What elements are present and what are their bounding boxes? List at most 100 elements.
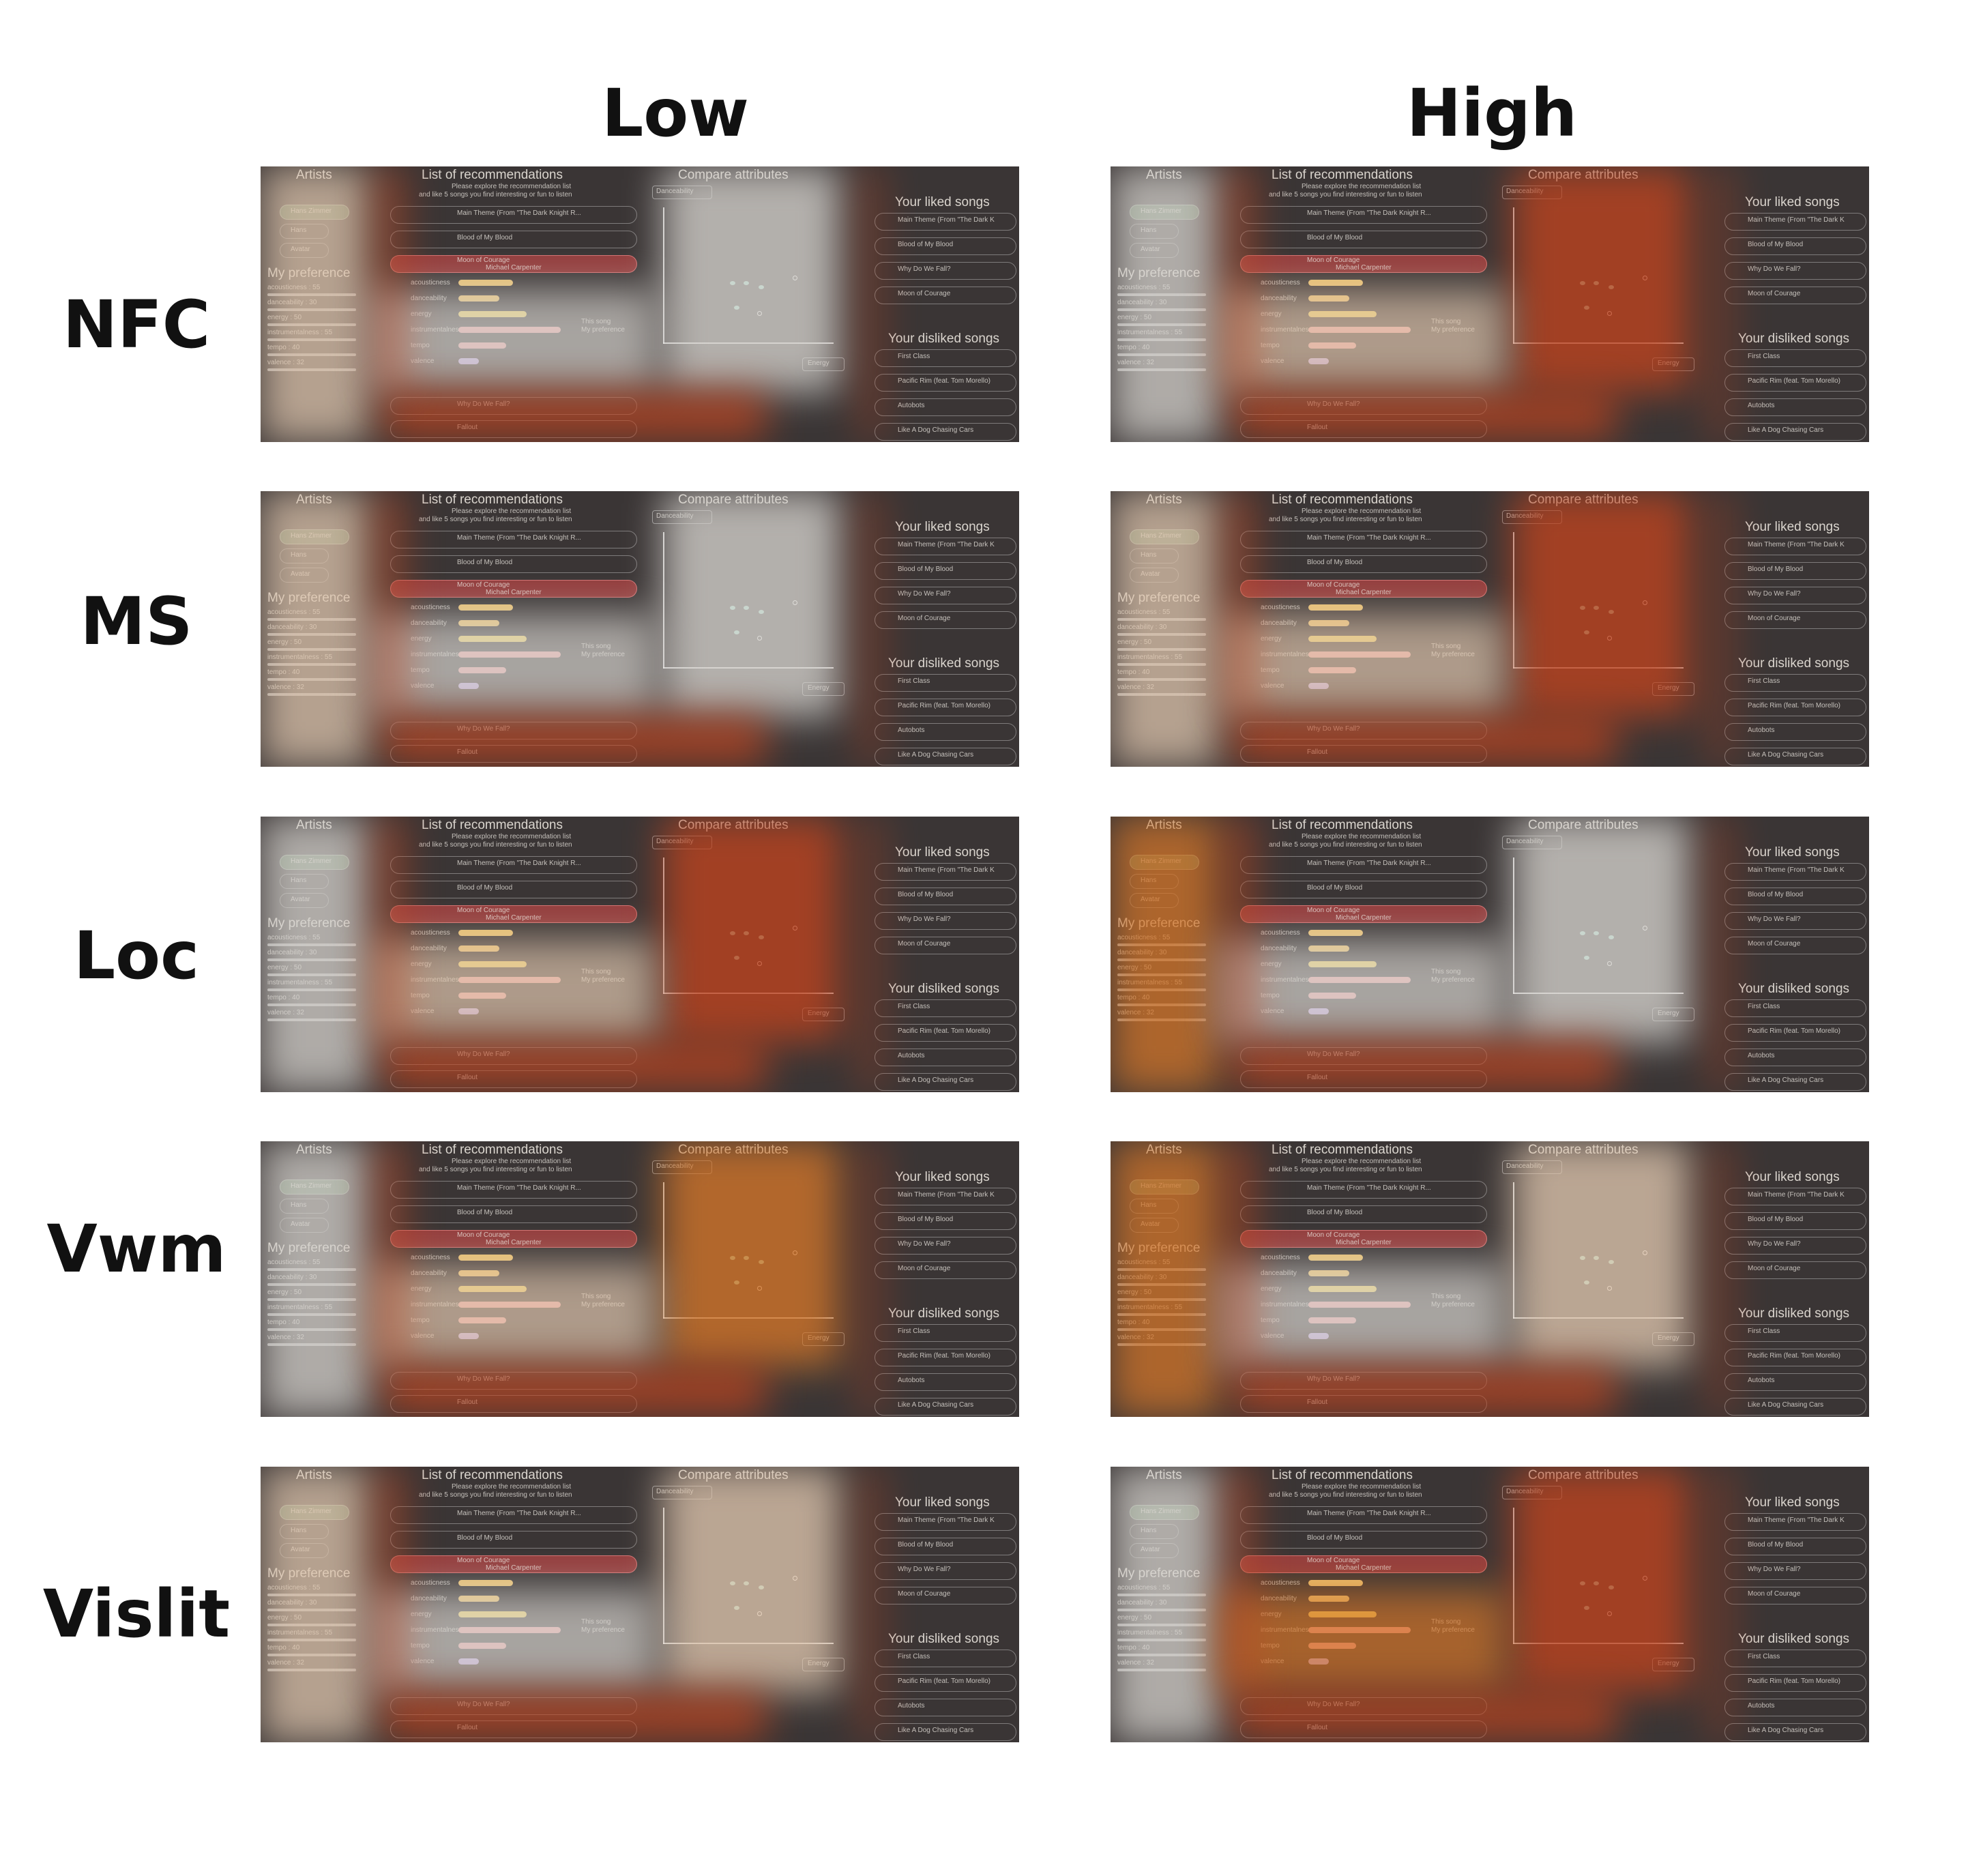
disliked-song[interactable] [1724, 349, 1866, 367]
pref-slider[interactable] [267, 1328, 356, 1331]
recommendation-item[interactable] [390, 397, 637, 415]
disliked-song[interactable] [875, 1699, 1016, 1716]
disliked-song[interactable] [875, 423, 1016, 441]
recommendation-item[interactable] [390, 745, 637, 763]
pref-slider[interactable] [1117, 1268, 1206, 1271]
disliked-song[interactable] [1724, 723, 1866, 741]
recommendation-item[interactable] [1240, 1047, 1487, 1065]
recommendation-item[interactable] [390, 1531, 637, 1549]
pref-slider[interactable] [267, 973, 356, 976]
recommendation-item[interactable] [1240, 1205, 1487, 1223]
pref-slider[interactable] [1117, 368, 1206, 371]
pref-slider[interactable] [1117, 1343, 1206, 1346]
recommendation-item[interactable] [390, 1070, 637, 1088]
liked-song[interactable] [875, 538, 1016, 555]
pref-slider[interactable] [1117, 958, 1206, 961]
pref-slider[interactable] [1117, 678, 1206, 681]
pref-slider[interactable] [1117, 1283, 1206, 1286]
liked-song[interactable] [875, 1237, 1016, 1255]
liked-song[interactable] [875, 237, 1016, 255]
liked-song[interactable] [1724, 863, 1866, 881]
disliked-song[interactable] [1724, 699, 1866, 716]
pref-slider[interactable] [1117, 1003, 1206, 1006]
disliked-song[interactable] [875, 1349, 1016, 1366]
pref-slider[interactable] [1117, 1624, 1206, 1626]
pref-slider[interactable] [267, 368, 356, 371]
pref-slider[interactable] [267, 648, 356, 651]
recommendation-item[interactable] [390, 1205, 637, 1223]
disliked-song[interactable] [1724, 398, 1866, 416]
pref-slider[interactable] [1117, 1328, 1206, 1331]
disliked-song[interactable] [1724, 674, 1866, 692]
recommendation-item[interactable] [390, 722, 637, 739]
pref-slider[interactable] [267, 678, 356, 681]
recommendation-item-active[interactable] [1240, 905, 1487, 923]
recommendation-item[interactable] [1240, 1372, 1487, 1390]
pref-slider[interactable] [267, 1003, 356, 1006]
disliked-song[interactable] [875, 723, 1016, 741]
disliked-song[interactable] [1724, 374, 1866, 392]
pref-slider[interactable] [1117, 308, 1206, 311]
liked-song[interactable] [875, 912, 1016, 930]
liked-song[interactable] [1724, 937, 1866, 954]
disliked-song[interactable] [875, 1650, 1016, 1667]
liked-song[interactable] [1724, 237, 1866, 255]
pref-slider[interactable] [267, 308, 356, 311]
pref-slider[interactable] [267, 1594, 356, 1596]
recommendation-item[interactable] [1240, 722, 1487, 739]
liked-song[interactable] [875, 1261, 1016, 1279]
pref-slider[interactable] [267, 1639, 356, 1641]
recommendation-item[interactable] [1240, 745, 1487, 763]
disliked-song[interactable] [1724, 1373, 1866, 1391]
liked-song[interactable] [875, 213, 1016, 231]
liked-song[interactable] [875, 1212, 1016, 1230]
pref-slider[interactable] [1117, 973, 1206, 976]
recommendation-item-active[interactable] [1240, 580, 1487, 598]
pref-slider[interactable] [1117, 293, 1206, 296]
liked-song[interactable] [1724, 562, 1866, 580]
disliked-song[interactable] [1724, 1674, 1866, 1692]
pref-slider[interactable] [1117, 1669, 1206, 1671]
recommendation-item[interactable] [390, 1720, 637, 1738]
liked-song[interactable] [875, 262, 1016, 280]
disliked-song[interactable] [875, 748, 1016, 765]
disliked-song[interactable] [875, 1049, 1016, 1066]
recommendation-item[interactable] [1240, 1531, 1487, 1549]
liked-song[interactable] [875, 1188, 1016, 1205]
pref-slider[interactable] [267, 693, 356, 696]
disliked-song[interactable] [1724, 1024, 1866, 1042]
liked-song[interactable] [875, 1513, 1016, 1531]
disliked-song[interactable] [875, 349, 1016, 367]
recommendation-item-active[interactable] [1240, 255, 1487, 273]
pref-slider[interactable] [267, 988, 356, 991]
recommendation-item-active[interactable] [390, 1555, 637, 1573]
disliked-song[interactable] [1724, 1049, 1866, 1066]
pref-slider[interactable] [1117, 648, 1206, 651]
pref-slider[interactable] [267, 663, 356, 666]
recommendation-item-active[interactable] [390, 905, 637, 923]
liked-song[interactable] [1724, 1188, 1866, 1205]
liked-song[interactable] [875, 587, 1016, 604]
liked-song[interactable] [1724, 262, 1866, 280]
liked-song[interactable] [1724, 1513, 1866, 1531]
pref-slider[interactable] [267, 618, 356, 621]
liked-song[interactable] [875, 937, 1016, 954]
pref-slider[interactable] [267, 293, 356, 296]
pref-slider[interactable] [1117, 1609, 1206, 1611]
disliked-song[interactable] [875, 1398, 1016, 1416]
pref-slider[interactable] [267, 1313, 356, 1316]
disliked-song[interactable] [875, 1073, 1016, 1091]
disliked-song[interactable] [875, 674, 1016, 692]
recommendation-item[interactable] [1240, 397, 1487, 415]
pref-slider[interactable] [267, 1654, 356, 1656]
pref-slider[interactable] [267, 633, 356, 636]
disliked-song[interactable] [1724, 748, 1866, 765]
liked-song[interactable] [875, 1587, 1016, 1604]
pref-slider[interactable] [1117, 1594, 1206, 1596]
disliked-song[interactable] [1724, 423, 1866, 441]
recommendation-item[interactable] [390, 555, 637, 573]
pref-slider[interactable] [1117, 633, 1206, 636]
pref-slider[interactable] [267, 353, 356, 356]
recommendation-item-active[interactable] [390, 255, 637, 273]
disliked-song[interactable] [1724, 1398, 1866, 1416]
